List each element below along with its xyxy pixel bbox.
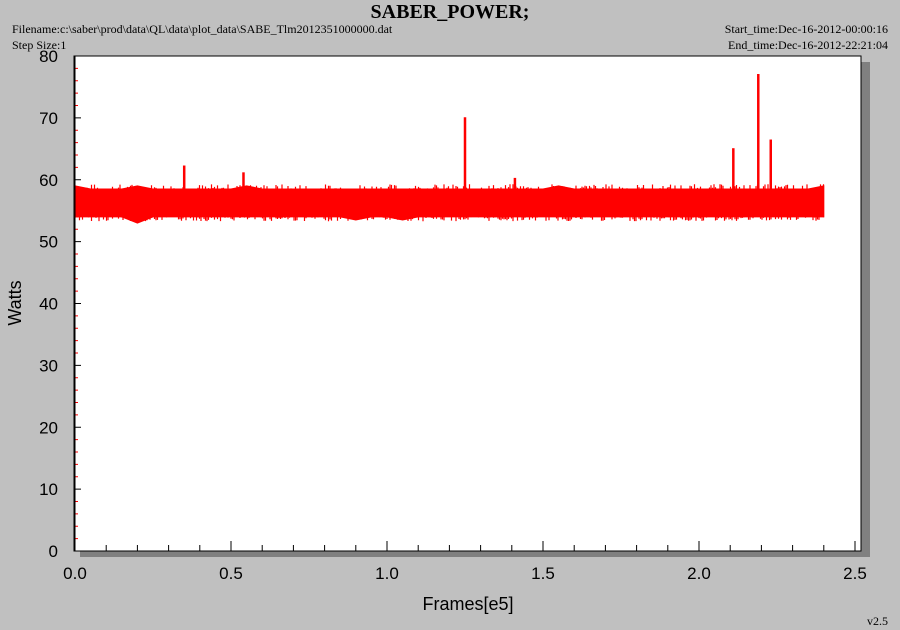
x-tick-label: 0.5 [219,564,243,583]
x-tick-label: 1.0 [375,564,399,583]
y-tick-label: 80 [39,47,58,66]
end-time-label: End_time:Dec-16-2012-22:21:04 [728,38,888,52]
filename-label: Filename:c:\saber\prod\data\QL\data\plot… [12,22,393,36]
x-tick-label: 0.0 [63,564,87,583]
x-tick-label: 1.5 [531,564,555,583]
x-tick-label: 2.5 [843,564,867,583]
plot-area [73,55,862,552]
y-tick-label: 60 [39,171,58,190]
x-axis-label: Frames[e5] [422,594,513,614]
y-tick-label: 40 [39,295,58,314]
y-tick-label: 20 [39,418,58,437]
y-tick-label: 50 [39,233,58,252]
y-tick-label: 0 [49,542,58,561]
start-time-label: Start_time:Dec-16-2012-00:00:16 [724,22,888,36]
y-tick-label: 10 [39,480,58,499]
version-label: v2.5 [867,614,888,628]
y-tick-label: 30 [39,356,58,375]
chart-title: SABER_POWER; [370,1,530,23]
y-axis-label: Watts [5,280,25,325]
series-layer [74,73,825,224]
y-tick-label: 70 [39,109,58,128]
x-tick-label: 2.0 [687,564,711,583]
step-size-label: Step Size:1 [12,38,67,52]
axes-layer: 0.0 0.5 1.0 1.5 2.0 2.5 0 10 20 30 40 50 60 70 80 [39,47,867,583]
